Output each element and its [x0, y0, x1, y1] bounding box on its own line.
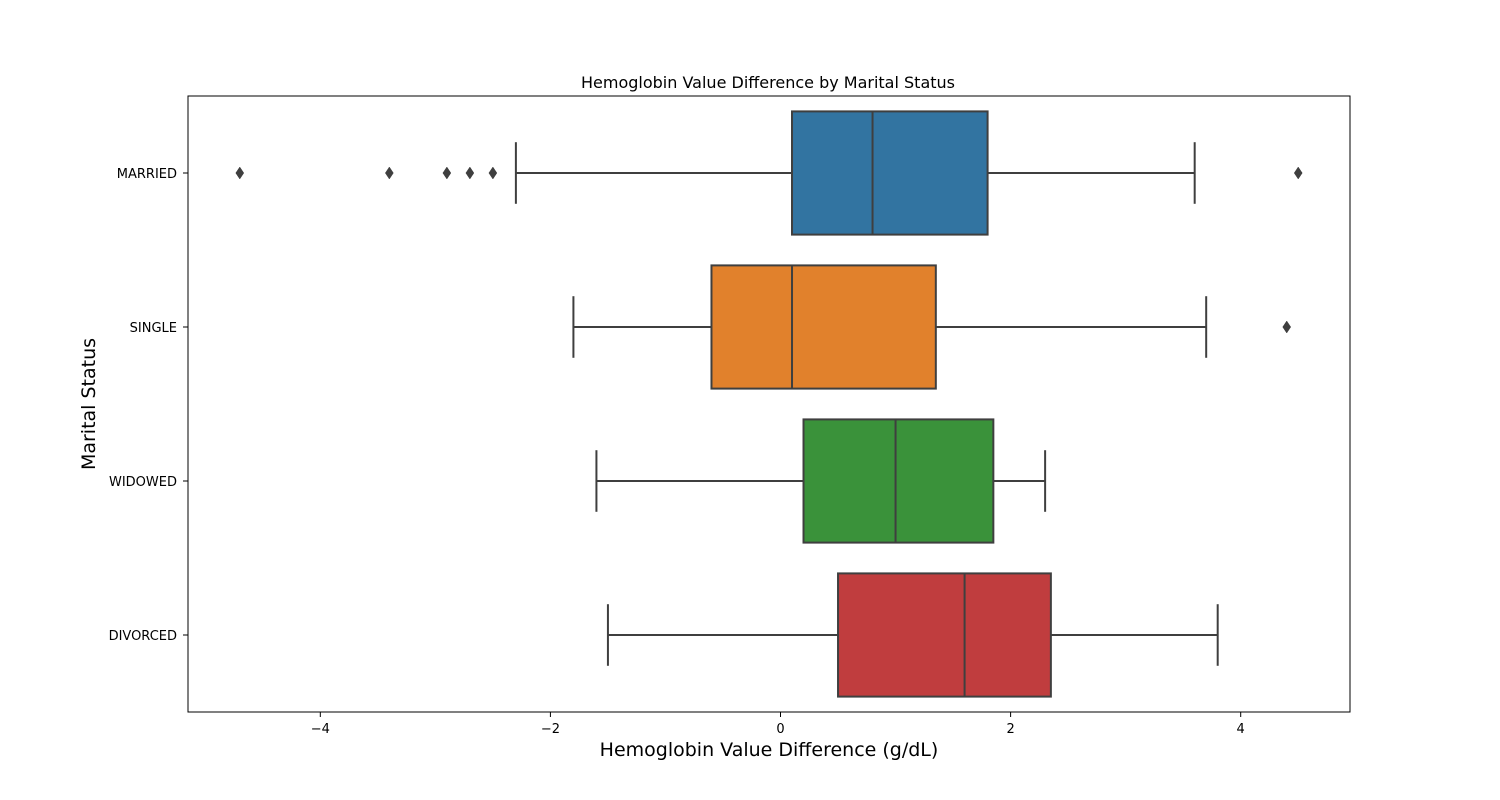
y-axis: MARRIED SINGLE WIDOWED DIVORCED [109, 167, 188, 644]
box-married [791, 110, 989, 236]
box-single [710, 264, 937, 390]
chart-title: Hemoglobin Value Difference by Marital S… [581, 73, 955, 92]
box-group-married [235, 110, 1303, 236]
box-group-divorced [606, 572, 1219, 698]
y-tick-label-married: MARRIED [117, 167, 177, 182]
x-axis-label: Hemoglobin Value Difference (g/dL) [600, 739, 939, 761]
outlier-married-3 [465, 166, 475, 180]
x-tick-label: 4 [1237, 722, 1245, 737]
plot-area [235, 110, 1303, 698]
outlier-single-0 [1282, 320, 1292, 334]
plot-frame [187, 95, 1351, 713]
outlier-married-0 [235, 166, 245, 180]
y-tick-label-widowed: WIDOWED [109, 475, 177, 490]
x-axis: −4 −2 0 2 4 [311, 712, 1245, 737]
box-group-widowed [595, 418, 1047, 544]
x-tick-label: −2 [541, 722, 560, 737]
x-tick-label: 0 [776, 722, 784, 737]
outlier-married-5 [1293, 166, 1303, 180]
y-tick-label-divorced: DIVORCED [109, 629, 177, 644]
y-tick-label-single: SINGLE [130, 321, 177, 336]
box-divorced [837, 572, 1052, 698]
y-axis-label: Marital Status [78, 338, 100, 470]
outlier-married-4 [488, 166, 498, 180]
box-widowed [802, 418, 995, 544]
x-tick-label: −4 [311, 722, 330, 737]
outlier-married-1 [385, 166, 394, 180]
x-tick-label: 2 [1006, 722, 1014, 737]
outlier-married-2 [442, 166, 452, 180]
box-group-single [572, 264, 1292, 390]
